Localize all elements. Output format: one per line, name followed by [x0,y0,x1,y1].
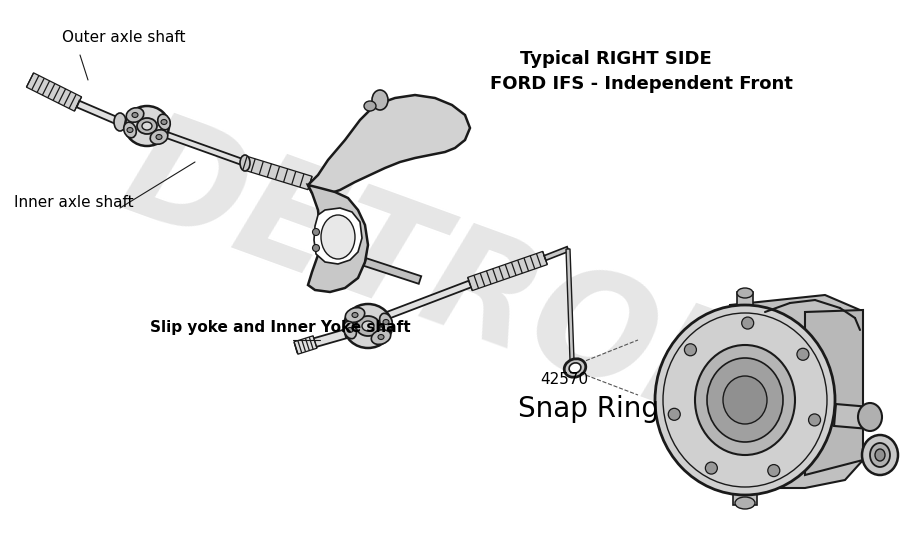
Ellipse shape [156,135,162,140]
Polygon shape [544,247,569,261]
Polygon shape [733,488,757,505]
Ellipse shape [158,114,170,130]
Ellipse shape [151,130,168,144]
Ellipse shape [125,106,169,146]
Text: Inner axle shaft: Inner axle shaft [14,195,134,210]
Polygon shape [566,249,574,360]
Polygon shape [730,295,863,488]
Ellipse shape [362,321,374,331]
Ellipse shape [161,119,167,125]
Text: Slip yoke and Inner Yoke shaft: Slip yoke and Inner Yoke shaft [150,320,410,335]
Ellipse shape [668,408,680,420]
Ellipse shape [132,113,138,118]
Ellipse shape [347,327,353,332]
Ellipse shape [705,462,717,474]
Ellipse shape [723,376,767,424]
Polygon shape [163,131,246,166]
Ellipse shape [875,449,885,461]
Ellipse shape [742,317,754,329]
Polygon shape [364,258,421,284]
Polygon shape [77,101,121,125]
Ellipse shape [344,321,357,339]
Ellipse shape [378,335,384,339]
Ellipse shape [768,465,780,476]
Ellipse shape [346,307,365,322]
Ellipse shape [352,312,358,317]
Text: Typical RIGHT SIDE: Typical RIGHT SIDE [520,50,711,68]
Text: DETROIT: DETROIT [104,102,820,477]
Ellipse shape [737,288,753,298]
Ellipse shape [312,245,320,252]
Polygon shape [243,156,312,190]
Ellipse shape [569,363,581,373]
Ellipse shape [127,128,133,132]
Ellipse shape [858,403,882,431]
Polygon shape [384,281,471,319]
Ellipse shape [240,155,250,171]
Polygon shape [805,310,863,475]
Polygon shape [737,292,753,305]
Ellipse shape [142,122,152,130]
Ellipse shape [870,443,890,467]
Ellipse shape [380,314,393,331]
Ellipse shape [707,358,783,442]
Ellipse shape [796,348,808,360]
Text: 42570: 42570 [540,372,588,387]
Ellipse shape [321,215,355,259]
Text: FORD IFS - Independent Front: FORD IFS - Independent Front [490,75,793,93]
Polygon shape [294,336,317,354]
Ellipse shape [862,435,898,475]
Ellipse shape [685,344,697,356]
Ellipse shape [124,122,136,138]
Ellipse shape [695,345,795,455]
Polygon shape [314,208,362,264]
Ellipse shape [344,304,392,348]
Polygon shape [284,171,310,187]
Ellipse shape [356,316,380,336]
Polygon shape [308,185,368,292]
Polygon shape [834,404,871,429]
Ellipse shape [383,320,389,325]
Ellipse shape [808,414,821,426]
Ellipse shape [565,359,586,377]
Polygon shape [468,251,547,290]
Polygon shape [295,330,346,352]
Text: Outer axle shaft: Outer axle shaft [62,30,186,45]
Ellipse shape [137,118,157,134]
Polygon shape [27,73,81,111]
Ellipse shape [372,90,388,110]
Ellipse shape [127,108,144,122]
Polygon shape [308,95,470,195]
Ellipse shape [735,497,755,509]
Ellipse shape [371,330,391,344]
Ellipse shape [312,229,320,236]
Text: Snap Ring: Snap Ring [518,395,659,423]
Ellipse shape [364,101,376,111]
Ellipse shape [655,305,835,495]
Ellipse shape [114,113,126,131]
